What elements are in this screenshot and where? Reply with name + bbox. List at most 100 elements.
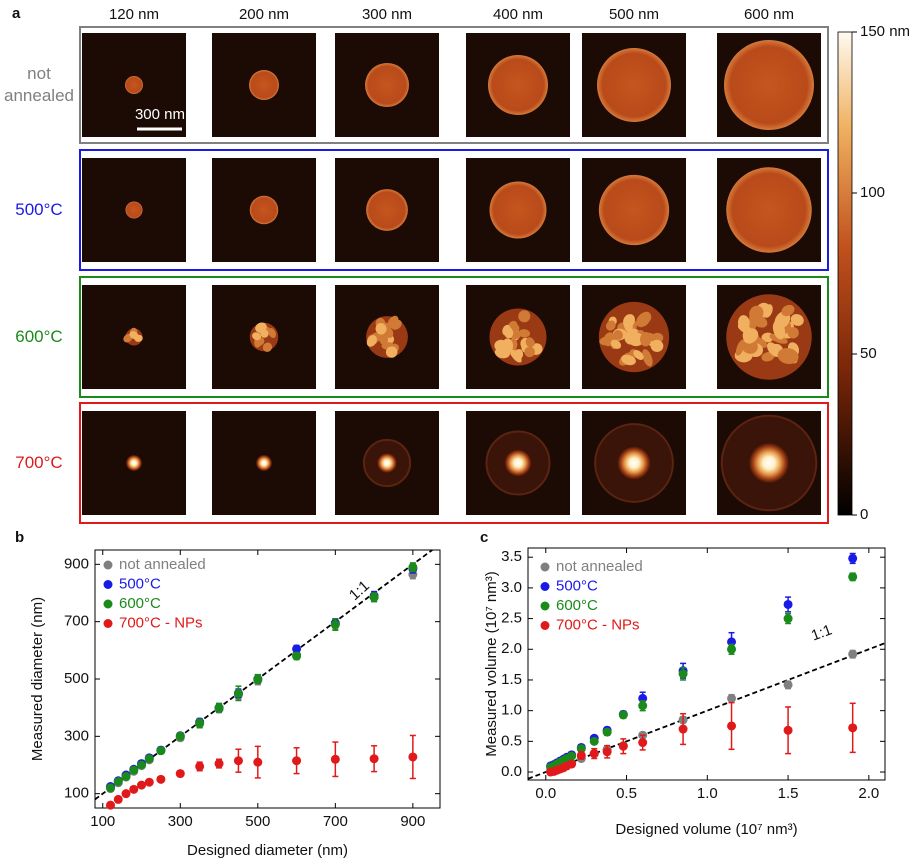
data-point <box>618 741 628 751</box>
afm-grain <box>255 322 267 333</box>
afm-particle <box>256 455 272 471</box>
legend-marker <box>540 582 550 591</box>
afm-grain <box>524 346 535 358</box>
data-point <box>106 783 116 793</box>
data-point <box>567 751 577 761</box>
legend-marker <box>540 601 550 611</box>
data-point-group <box>113 777 123 787</box>
data-point-group <box>106 783 116 793</box>
data-point <box>137 760 147 770</box>
data-point-group <box>233 748 243 773</box>
afm-disk <box>125 201 143 219</box>
afm-grain <box>262 342 273 352</box>
afm-grain <box>749 313 768 328</box>
legend-marker <box>103 580 113 589</box>
legend-label: 600°C <box>119 595 161 612</box>
legend-marker <box>103 599 113 609</box>
afm-particle <box>377 453 397 473</box>
data-point-group <box>156 774 166 784</box>
data-point-group <box>727 643 737 655</box>
data-point-group <box>678 712 688 746</box>
data-point-group <box>175 769 185 779</box>
afm-grain <box>621 354 636 366</box>
data-point <box>783 614 793 624</box>
legend-label: 700°C - NPs <box>119 614 203 631</box>
row-label: 600°C <box>15 327 63 346</box>
legend-label: 600°C <box>556 597 598 614</box>
afm-disk <box>724 40 814 130</box>
data-point-group <box>567 751 577 761</box>
y-tick-label: 0.0 <box>501 763 522 780</box>
data-point-group <box>330 741 340 778</box>
x-tick-label: 0.0 <box>535 785 556 802</box>
afm-disk <box>366 189 408 231</box>
data-point-group <box>848 552 858 565</box>
afm-grain <box>650 339 664 352</box>
y-axis-label: Measured volume (10⁷ nm³) <box>483 571 500 757</box>
afm-grain <box>502 324 511 336</box>
x-tick-label: 1.0 <box>697 785 718 802</box>
data-point <box>727 693 737 703</box>
afm-grain <box>640 332 652 347</box>
data-point-group <box>137 760 147 770</box>
afm-grain <box>633 349 644 361</box>
afm-grain <box>268 327 276 338</box>
plot-frame <box>527 547 886 781</box>
data-point-group <box>638 734 648 751</box>
column-label: 120 nm <box>109 6 159 23</box>
data-point <box>214 703 224 713</box>
data-point <box>233 756 243 766</box>
data-point-group <box>602 727 612 737</box>
data-point-group <box>589 747 599 760</box>
data-point <box>137 780 147 790</box>
legend-label: 500°C <box>119 575 161 592</box>
afm-grain <box>252 332 262 341</box>
data-point-group <box>195 761 205 772</box>
data-point <box>602 727 612 737</box>
data-point <box>408 562 418 572</box>
afm-grain <box>787 327 799 339</box>
y-tick-label: 3.0 <box>501 579 522 596</box>
afm-grain <box>525 337 535 348</box>
data-point-group <box>121 771 131 781</box>
row-frame <box>79 276 829 398</box>
reference-line <box>94 549 433 801</box>
y-axis-label: Measured diameter (nm) <box>29 597 46 761</box>
afm-disk <box>726 167 812 253</box>
data-point <box>156 774 166 784</box>
data-point <box>214 759 224 769</box>
data-point-group <box>214 702 224 713</box>
y-tick-label: 700 <box>64 613 89 630</box>
afm-grain <box>737 315 750 331</box>
x-axis-label: Designed diameter (nm) <box>187 842 348 859</box>
data-point <box>848 572 858 582</box>
data-point <box>113 794 123 804</box>
row-label: 500°C <box>15 200 63 219</box>
data-point-group <box>129 784 139 794</box>
legend-marker <box>103 560 113 570</box>
data-point <box>678 669 688 679</box>
afm-disk <box>365 63 409 107</box>
row-label: 700°C <box>15 453 63 472</box>
data-point <box>253 757 263 767</box>
afm-disk <box>598 174 670 246</box>
data-point-group <box>408 734 418 780</box>
afm-grain <box>610 339 622 349</box>
afm-grain <box>379 335 389 345</box>
x-tick-label: 300 <box>168 813 193 830</box>
data-point-group <box>783 612 793 625</box>
data-point-group <box>195 718 205 729</box>
afm-disk <box>597 48 671 122</box>
data-point-group <box>576 750 586 760</box>
data-point <box>292 651 302 661</box>
data-point <box>589 749 599 759</box>
data-point <box>369 592 379 602</box>
afm-grain <box>385 327 394 339</box>
panel-label: b <box>15 529 24 546</box>
data-point <box>848 649 858 659</box>
colorbar-tick-label: 50 <box>860 345 877 362</box>
legend-marker <box>540 562 550 572</box>
data-point-group <box>848 702 858 754</box>
